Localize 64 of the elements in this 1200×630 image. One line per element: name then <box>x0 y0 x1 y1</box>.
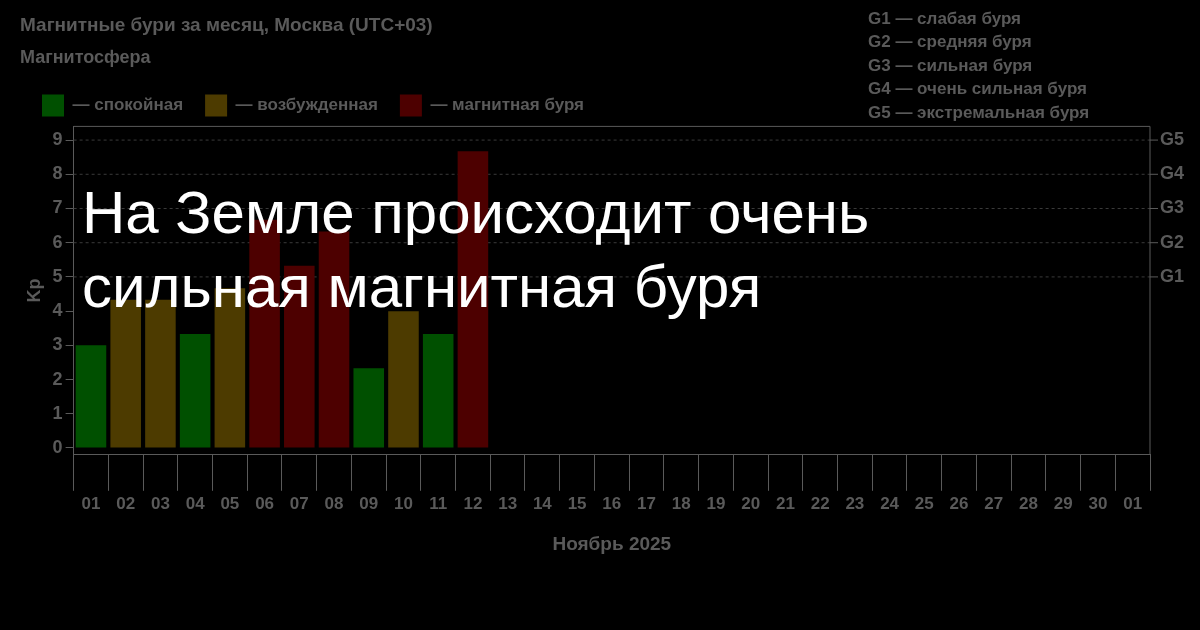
y-tick-label: 9 <box>52 129 63 150</box>
x-tick-label: 21 <box>775 493 795 513</box>
x-tick-label: 01 <box>81 493 101 513</box>
x-tick-label: 15 <box>567 493 587 513</box>
legend-label: — спокойная <box>72 95 184 115</box>
x-tick-label: 29 <box>1053 493 1073 513</box>
x-tick-label: 01 <box>1123 493 1143 513</box>
x-tick-label: 24 <box>880 493 900 513</box>
x-tick-label: 11 <box>429 493 448 513</box>
x-tick-label: 09 <box>359 493 379 513</box>
x-tick-label: 25 <box>914 493 934 513</box>
x-tick-label: 05 <box>220 493 240 513</box>
text: G1 — слабая буря <box>868 8 1022 28</box>
y-tick-label: 3 <box>52 334 63 355</box>
x-tick-label: 20 <box>741 493 761 513</box>
y-tick-label: 8 <box>52 163 63 184</box>
x-tick-label: 16 <box>602 493 622 513</box>
x-tick-label: 30 <box>1088 493 1108 513</box>
legend-label: — магнитная буря <box>430 95 584 115</box>
text: G4 — очень сильная буря <box>868 79 1087 99</box>
x-tick-label: 27 <box>984 493 1004 513</box>
x-tick-label: 07 <box>289 493 309 513</box>
y-axis-title: Kp <box>23 278 44 303</box>
x-axis-title: Ноябрь 2025 <box>552 532 672 554</box>
y-tick-label: 4 <box>52 300 63 321</box>
ref-line-label: G5 <box>1160 129 1185 150</box>
ref-line-label: G4 <box>1160 163 1185 184</box>
text: G2 — средняя буря <box>868 32 1032 52</box>
text: G3 — сильная буря <box>868 55 1033 75</box>
x-tick-label: 13 <box>498 493 518 513</box>
ref-line-label: G3 <box>1160 197 1185 218</box>
x-tick-label: 08 <box>324 493 344 513</box>
text: G5 — экстремальная буря <box>868 102 1090 122</box>
bar <box>179 334 211 448</box>
x-tick-label: 26 <box>949 493 969 513</box>
x-tick-label: 03 <box>150 493 170 513</box>
y-tick-label: 0 <box>52 436 63 457</box>
bar <box>75 345 107 448</box>
ref-line-label: G2 <box>1160 231 1185 252</box>
ref-line-label: G1 <box>1160 265 1185 286</box>
x-tick-label: 17 <box>637 493 656 513</box>
y-tick-label: 2 <box>52 368 63 389</box>
x-tick-label: 22 <box>810 493 830 513</box>
x-tick-label: 04 <box>185 493 206 513</box>
x-tick-label: 18 <box>671 493 691 513</box>
chart-subtitle: Магнитные бури за месяц, Москва (UTC+03) <box>20 13 433 35</box>
y-tick-label: 7 <box>52 197 63 218</box>
bar <box>422 334 454 448</box>
legend-title: Магнитосфера <box>20 46 152 67</box>
bar <box>353 368 385 448</box>
x-tick-label: 14 <box>532 493 553 513</box>
x-tick-label: 19 <box>706 493 726 513</box>
x-tick-label: 02 <box>116 493 136 513</box>
legend-label: — возбужденная <box>235 95 378 115</box>
x-tick-label: 12 <box>463 493 483 513</box>
bar <box>388 311 419 448</box>
x-tick-label: 28 <box>1019 493 1038 513</box>
y-tick-label: 6 <box>52 231 63 252</box>
y-tick-label: 1 <box>52 402 63 423</box>
y-tick-label: 5 <box>52 265 63 286</box>
x-tick-label: 23 <box>845 493 865 513</box>
text: На Земле происходит очень сильная магнитная буря <box>82 178 871 322</box>
x-tick-label: 10 <box>394 493 413 513</box>
x-tick-label: 06 <box>255 493 275 513</box>
